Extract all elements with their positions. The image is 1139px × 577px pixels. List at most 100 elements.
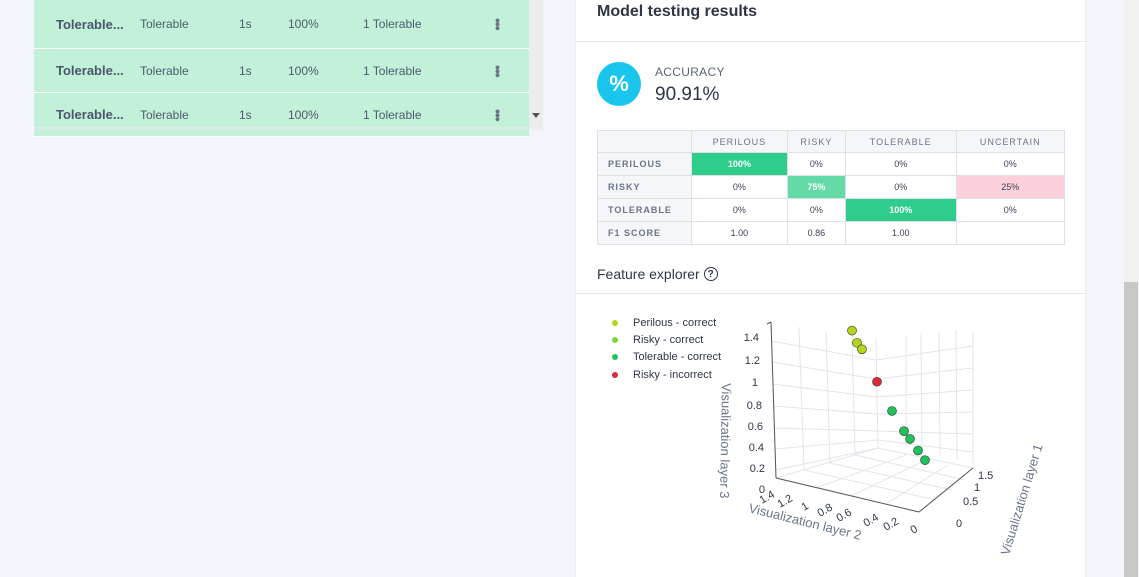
x-tick-label: 0 [956,518,962,530]
plot-axes [766,321,974,513]
confusion-cell: 0% [955,152,1065,176]
confusion-row-header: PERILOUS [597,152,692,176]
f1-score-cell: 1.00 [691,221,788,245]
more-vert-icon[interactable]: ••• [490,18,506,30]
legend-item[interactable]: Tolerable - correct [612,349,721,366]
page-scrollbar-thumb[interactable] [1124,282,1138,577]
sample-accuracy: 100% [288,17,319,31]
x-tick-label: 1.5 [978,470,993,482]
sample-name[interactable]: Tolerable... [56,16,124,32]
y-tick-labels: 1.4 1.2 1 0.8 0.6 0.4 0.2 0 [758,489,920,537]
confusion-cell: 0% [691,175,788,199]
y-tick-label: 1 [800,500,811,513]
divider [576,293,1087,294]
legend-dot [612,336,618,343]
legend-item[interactable]: Perilous - correct [612,314,721,331]
data-point[interactable] [872,376,882,387]
confusion-row: F1 SCORE 1.00 0.86 1.00 [597,221,1065,245]
legend-label: Risky - incorrect [633,368,712,381]
legend-label: Perilous - correct [633,316,717,329]
sample-result: 1 Tolerable [363,107,422,122]
legend-label: Tolerable - correct [633,351,722,364]
f1-score-cell: 0.86 [786,221,846,245]
z-tick-labels: 1.4 1.2 1 0.8 0.6 0.4 0.2 0 [744,332,765,496]
z-tick-label: 0.8 [747,400,762,412]
y-tick-label: 0 [909,523,920,536]
sample-length: 1s [239,107,252,122]
sample-length: 1s [239,63,252,78]
y-tick-label: 0.2 [882,516,901,534]
x-tick-labels: 0 0.5 1 1.5 [956,470,993,530]
legend-dot [612,354,618,361]
feature-explorer-3d-plot[interactable]: 1.4 1.2 1 0.8 0.6 0.4 0.2 0 Visualizatio… [576,0,1087,577]
confusion-col-header: PERILOUS [691,130,788,153]
table-scrollbar[interactable] [529,0,543,127]
sample-accuracy: 100% [288,107,319,122]
accuracy-value: 90.91% [655,84,720,105]
z-axis-title: Visualization layer 3 [717,383,734,499]
data-point[interactable] [920,455,930,465]
table-row[interactable]: Tolerable... Tolerable 1s 100% 1 Tolerab… [34,0,529,49]
data-point[interactable] [887,406,897,416]
sample-result: 1 Tolerable [363,63,422,78]
confusion-col-header: UNCERTAIN [955,130,1065,153]
legend-dot [612,319,618,326]
model-testing-card: Model testing results % ACCURACY 90.91% … [575,0,1087,577]
z-tick-label: 1.4 [744,332,759,344]
legend-item[interactable]: Risky - correct [612,331,721,348]
z-tick-label: 0 [759,484,765,496]
x-tick-label: 1 [974,482,980,494]
samples-table: Tolerable... Tolerable 1s 100% 1 Tolerab… [34,0,529,137]
x-tick-label: 0.5 [963,496,978,508]
confusion-row-header: F1 SCORE [597,221,692,245]
confusion-cell: 0% [955,198,1065,222]
help-icon[interactable]: ? [703,267,718,281]
feature-explorer-label: Feature explorer [597,266,700,282]
sample-label: Tolerable [140,107,189,122]
z-tick-label: 1.2 [745,355,760,367]
z-tick-label: 1 [752,377,758,389]
z-tick-label: 0.6 [748,421,763,433]
data-point[interactable] [852,337,862,348]
data-point[interactable] [847,325,857,336]
data-point[interactable] [857,344,867,355]
legend-label: Risky - correct [633,333,704,346]
y-tick-label: 0.4 [862,512,881,530]
confusion-col-header: TOLERABLE [844,130,957,153]
card-title: Model testing results [597,3,758,20]
f1-score-cell: 1.00 [844,221,957,245]
confusion-col-header: RISKY [786,130,846,153]
feature-explorer-title: Feature explorer ? [597,266,718,282]
legend-dot [612,371,618,378]
sample-accuracy: 100% [288,63,319,78]
z-tick-label: 0.2 [750,463,765,475]
table-shadow [34,127,543,131]
sample-name[interactable]: Tolerable... [56,63,124,78]
more-vert-icon[interactable]: ••• [490,108,506,121]
sample-label: Tolerable [140,63,189,78]
x-axis-title: Visualization layer 1 [998,442,1046,557]
chart-legend: Perilous - correct Risky - correct Toler… [612,314,721,383]
confusion-row-header: RISKY [597,175,692,199]
data-point[interactable] [899,426,909,437]
scatter-points [847,325,930,465]
accuracy-label: ACCURACY [655,65,725,79]
scroll-down-arrow-icon[interactable] [532,113,540,118]
sample-name[interactable]: Tolerable... [56,107,124,122]
z-tick-label: 0.4 [749,442,764,454]
confusion-cell: 100% [691,152,788,176]
confusion-matrix: PERILOUS RISKY TOLERABLE UNCERTAIN PERIL… [597,130,1065,245]
sample-label: Tolerable [140,17,189,31]
confusion-cell: 75% [786,175,846,199]
more-vert-icon[interactable]: ••• [490,64,506,77]
data-point[interactable] [913,445,923,456]
sample-result: 1 Tolerable [363,17,422,31]
confusion-cell: 0% [844,175,957,199]
legend-item[interactable]: Risky - incorrect [612,366,721,383]
divider [576,41,1087,42]
data-point[interactable] [905,434,915,444]
table-row[interactable]: Tolerable... Tolerable 1s 100% 1 Tolerab… [34,49,529,93]
confusion-row: RISKY 0% 75% 0% 25% [597,175,1065,199]
confusion-cell: 100% [844,198,957,222]
confusion-row: TOLERABLE 0% 0% 100% 0% [597,198,1065,222]
